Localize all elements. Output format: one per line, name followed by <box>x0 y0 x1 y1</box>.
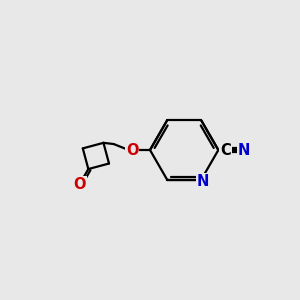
Text: N: N <box>238 142 250 158</box>
Text: C: C <box>220 142 231 158</box>
Text: N: N <box>196 174 209 189</box>
Text: O: O <box>126 142 138 158</box>
Text: O: O <box>73 177 86 192</box>
